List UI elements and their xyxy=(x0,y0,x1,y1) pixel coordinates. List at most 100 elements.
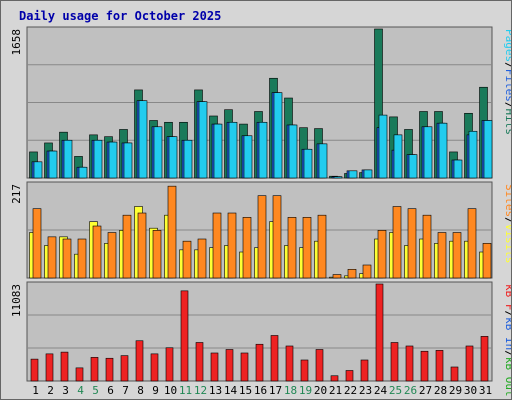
bar-sites xyxy=(272,195,282,279)
day-label: 7 xyxy=(122,384,129,397)
bar-sites xyxy=(347,269,357,279)
bar-kb-f xyxy=(420,350,429,382)
bar-pages xyxy=(333,176,343,179)
day-label: 27 xyxy=(419,384,432,397)
bar-sites xyxy=(197,238,207,279)
bar-pages xyxy=(138,100,148,179)
day-label: 31 xyxy=(479,384,492,397)
legend-entry: / xyxy=(503,311,511,318)
bar-sites xyxy=(437,232,447,279)
bar-sites xyxy=(317,214,327,279)
bar-kb-f xyxy=(210,352,219,382)
legend-entry: Hits xyxy=(503,109,511,136)
legend-entry: Files xyxy=(503,69,511,102)
bar-kb-f xyxy=(375,283,384,382)
bar-kb-f xyxy=(390,342,399,382)
day-label: 8 xyxy=(137,384,144,397)
bar-pages xyxy=(483,120,493,179)
day-label: 26 xyxy=(404,384,417,397)
bar-pages xyxy=(258,121,268,179)
bar-sites xyxy=(32,208,42,279)
bar-sites xyxy=(47,236,57,279)
bar-kb-f xyxy=(180,290,189,382)
legend-entry: / xyxy=(503,102,511,109)
bar-kb-f xyxy=(60,351,69,382)
bar-kb-f xyxy=(345,370,354,382)
day-label: 4 xyxy=(77,384,84,397)
bar-pages xyxy=(33,161,43,179)
bar-kb-f xyxy=(105,357,114,382)
side-legend-label: Sites/Visits xyxy=(503,184,511,264)
bar-pages xyxy=(363,169,373,179)
bar-pages xyxy=(213,123,223,179)
panel-visits-sites: 217 Sites/Visits xyxy=(10,181,511,279)
day-label: 18 xyxy=(284,384,297,397)
day-label: 21 xyxy=(329,384,342,397)
day-label: 5 xyxy=(92,384,99,397)
day-label: 28 xyxy=(434,384,447,397)
bar-sites xyxy=(302,217,312,279)
legend-entry: / xyxy=(503,62,511,69)
bar-pages xyxy=(153,126,163,179)
bar-kb-f xyxy=(450,366,459,382)
day-label: 25 xyxy=(389,384,402,397)
side-legend-label: Pages/Files/Hits xyxy=(503,29,511,135)
bar-pages xyxy=(303,148,313,179)
bar-pages xyxy=(348,170,358,179)
bar-sites xyxy=(137,212,147,279)
bar-kb-f xyxy=(480,336,489,382)
bar-sites xyxy=(362,264,372,279)
day-label: 13 xyxy=(209,384,222,397)
bar-sites xyxy=(467,208,477,279)
bar-sites xyxy=(482,243,492,279)
bar-sites xyxy=(92,225,102,279)
bar-kb-f xyxy=(120,355,129,382)
bar-kb-f xyxy=(270,335,279,382)
bar-kb-f xyxy=(90,357,99,382)
bar-sites xyxy=(452,232,462,279)
day-label: 17 xyxy=(269,384,282,397)
bar-kb-f xyxy=(360,359,369,382)
bar-pages xyxy=(168,136,178,179)
bar-pages xyxy=(318,143,328,179)
legend-entry: kB F xyxy=(503,284,511,311)
bar-kb-f xyxy=(330,375,339,382)
bar-pages xyxy=(78,166,88,179)
day-label: 30 xyxy=(464,384,477,397)
max-value-label: 1658 xyxy=(10,29,23,56)
legend-entry: Pages xyxy=(503,29,511,62)
bar-sites xyxy=(257,195,267,279)
bar-pages xyxy=(423,126,433,179)
day-label: 15 xyxy=(239,384,252,397)
legend-entry: kB Out xyxy=(503,357,511,397)
bar-pages xyxy=(288,124,298,179)
bar-kb-f xyxy=(240,352,249,382)
legend-entry: / xyxy=(503,350,511,357)
bar-pages xyxy=(273,92,283,179)
bar-sites xyxy=(407,208,417,279)
day-label: 11 xyxy=(179,384,192,397)
day-label: 24 xyxy=(374,384,388,397)
bar-sites xyxy=(392,206,402,279)
bar-kb-f xyxy=(225,349,234,382)
bar-pages xyxy=(453,159,463,179)
legend-entry: / xyxy=(503,217,511,224)
bar-kb-f xyxy=(135,340,144,382)
day-label: 12 xyxy=(194,384,207,397)
bar-pages xyxy=(228,121,238,179)
bar-sites xyxy=(287,217,297,279)
bar-kb-f xyxy=(285,345,294,382)
day-label: 23 xyxy=(359,384,372,397)
day-label: 1 xyxy=(32,384,39,397)
day-label: 29 xyxy=(449,384,462,397)
bar-pages xyxy=(198,101,208,179)
bar-sites xyxy=(62,238,72,279)
day-label: 19 xyxy=(299,384,312,397)
day-label: 14 xyxy=(224,384,238,397)
bar-sites xyxy=(122,214,132,279)
bar-pages xyxy=(243,135,253,179)
bar-kb-f xyxy=(150,353,159,382)
bar-pages xyxy=(393,134,403,179)
day-label: 20 xyxy=(314,384,327,397)
